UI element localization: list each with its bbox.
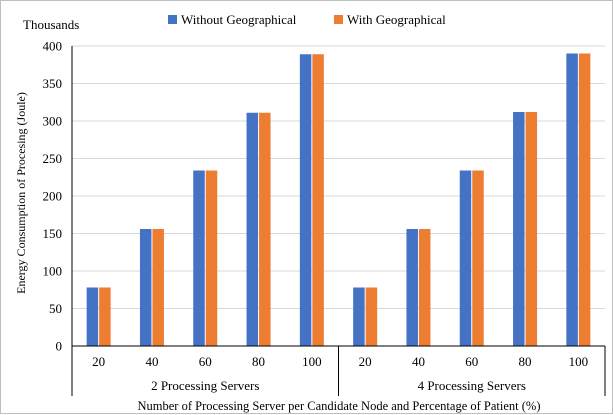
bar <box>312 54 324 346</box>
x-tick-label: 80 <box>252 354 265 369</box>
y-tick-labels: 0 50 100 150 200 250 300 350 400 <box>43 39 63 354</box>
bar <box>566 53 578 346</box>
group-label: 4 Processing Servers <box>418 378 526 393</box>
bar <box>259 112 271 346</box>
x-tick-labels: 20 40 60 80 100 20 40 60 80 100 <box>92 354 588 369</box>
legend: Without Geographical With Geographical <box>168 12 446 27</box>
bar <box>459 170 472 346</box>
gridlines <box>72 45 605 309</box>
bar <box>365 287 378 346</box>
x-tick-label: 40 <box>412 354 425 369</box>
y-axis-title: Energy Consumption of Procesing (Joule) <box>14 92 28 294</box>
x-tick-label: 100 <box>302 354 322 369</box>
legend-label: Without Geographical <box>181 12 297 27</box>
group-label: 2 Processing Servers <box>151 378 259 393</box>
y-tick-label: 0 <box>56 339 63 354</box>
x-tick-label: 60 <box>465 354 478 369</box>
legend-label: With Geographical <box>347 12 446 27</box>
bar <box>205 170 218 346</box>
bar <box>418 229 431 346</box>
bar <box>525 112 538 346</box>
bars <box>86 53 591 346</box>
bar <box>193 170 205 346</box>
x-axis-title: Number of Processing Server per Candidat… <box>138 399 541 413</box>
bar <box>406 229 418 346</box>
axes <box>71 46 606 396</box>
legend-swatch <box>334 15 343 24</box>
x-tick-label: 60 <box>199 354 212 369</box>
units-label: Thousands <box>23 17 79 32</box>
y-tick-label: 200 <box>43 189 63 204</box>
bar <box>353 287 365 346</box>
y-tick-label: 150 <box>43 226 63 241</box>
legend-swatch <box>168 15 177 24</box>
bar <box>578 53 591 346</box>
group-labels: 2 Processing Servers 4 Processing Servers <box>151 378 526 393</box>
bar <box>472 170 484 346</box>
y-tick-label: 250 <box>43 151 63 166</box>
x-tick-label: 100 <box>569 354 589 369</box>
bar <box>152 229 164 346</box>
bar <box>513 112 525 346</box>
bar <box>99 287 111 346</box>
x-tick-label: 40 <box>145 354 158 369</box>
y-tick-label: 400 <box>43 39 63 54</box>
y-tick-label: 100 <box>43 264 63 279</box>
x-tick-label: 20 <box>359 354 372 369</box>
y-tick-label: 50 <box>49 301 62 316</box>
bar <box>299 54 312 346</box>
x-tick-label: 20 <box>92 354 105 369</box>
bar <box>246 112 259 346</box>
x-tick-label: 80 <box>519 354 532 369</box>
bar <box>86 287 99 346</box>
y-tick-label: 300 <box>43 114 63 129</box>
bar <box>139 229 152 346</box>
y-tick-label: 350 <box>43 76 63 91</box>
